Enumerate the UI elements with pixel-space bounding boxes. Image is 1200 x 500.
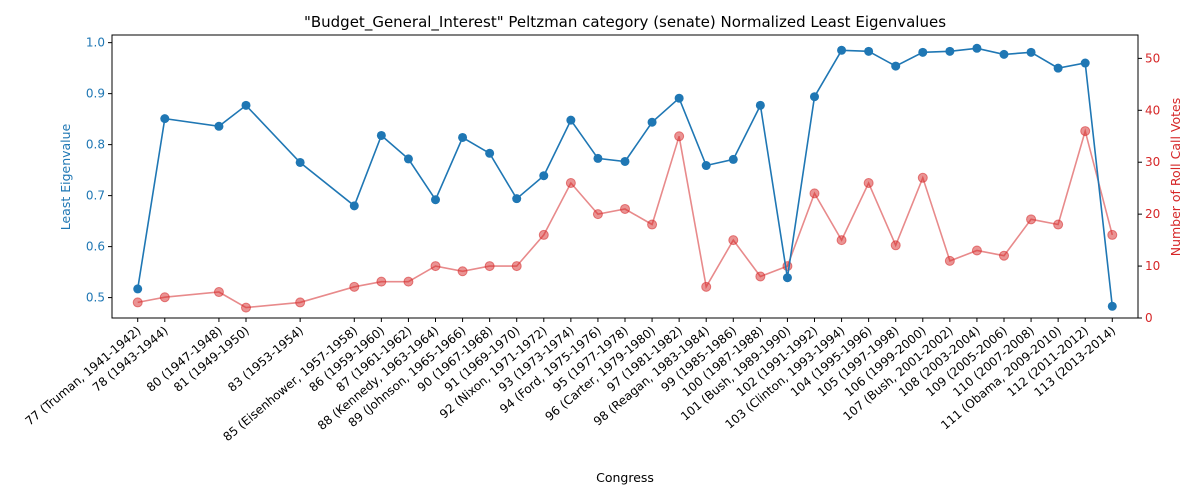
roll-call-votes-point xyxy=(565,177,576,188)
least-eigenvalue-point xyxy=(566,115,576,125)
roll-call-votes-point xyxy=(538,229,549,240)
left-y-tick-label: 0.6 xyxy=(86,240,105,254)
roll-call-votes-point xyxy=(403,276,414,287)
least-eigenvalue-point xyxy=(674,93,684,103)
right-y-tick-label: 20 xyxy=(1145,207,1160,221)
roll-call-votes-point xyxy=(159,292,170,303)
least-eigenvalue-point xyxy=(539,171,549,181)
least-eigenvalue-point xyxy=(403,154,413,164)
roll-call-votes-point xyxy=(132,297,143,308)
least-eigenvalue-point xyxy=(728,154,738,164)
roll-call-votes-point xyxy=(295,297,306,308)
roll-call-votes-point xyxy=(674,131,685,142)
x-tick-label: 77 (Truman, 1941-1942) xyxy=(23,324,144,429)
roll-call-votes-line xyxy=(137,128,1114,309)
plot-frame xyxy=(111,34,1139,319)
plot-area: 0.5 0.6 0.7 0.8 0.9 1.0 0 10 20 30 40 50 77 (Truman,… xyxy=(23,34,1160,444)
roll-call-votes-point xyxy=(511,261,522,272)
least-eigenvalue-point xyxy=(1080,58,1090,68)
least-eigenvalue-point xyxy=(214,121,224,131)
roll-call-votes-point xyxy=(917,172,928,183)
least-eigenvalue-point xyxy=(782,273,792,283)
right-y-tick-label: 50 xyxy=(1145,51,1160,65)
least-eigenvalue-point xyxy=(593,153,603,163)
roll-call-votes-point xyxy=(457,266,468,277)
right-y-tick-label: 30 xyxy=(1145,155,1160,169)
left-y-tick-label: 0.8 xyxy=(86,138,105,152)
roll-call-votes-point xyxy=(430,261,441,272)
roll-call-votes-point xyxy=(484,261,495,272)
roll-call-votes-point xyxy=(647,219,658,230)
least-eigenvalue-point xyxy=(376,130,386,140)
least-eigenvalue-point xyxy=(999,49,1009,59)
roll-call-votes-point xyxy=(1026,214,1037,225)
least-eigenvalue-point xyxy=(295,157,305,167)
chart-title: "Budget_General_Interest" Peltzman categ… xyxy=(304,13,946,32)
left-y-tick-label: 0.7 xyxy=(86,189,105,203)
least-eigenvalue-point xyxy=(620,156,630,166)
least-eigenvalue-point xyxy=(809,92,819,102)
roll-call-votes-point xyxy=(376,276,387,287)
least-eigenvalue-point xyxy=(133,284,143,294)
least-eigenvalue-point xyxy=(918,47,928,57)
roll-call-votes-point xyxy=(998,250,1009,261)
least-eigenvalue-point xyxy=(241,100,251,110)
roll-call-votes-point xyxy=(1053,219,1064,230)
least-eigenvalue-point xyxy=(349,201,359,211)
least-eigenvalue-point xyxy=(864,46,874,56)
left-y-tick-label: 1.0 xyxy=(86,36,105,50)
roll-call-votes-point xyxy=(971,245,982,256)
left-axis-label: Least Eigenvalue xyxy=(58,123,73,230)
roll-call-votes-point xyxy=(863,177,874,188)
least-eigenvalue-point xyxy=(945,46,955,56)
least-eigenvalue-point xyxy=(972,43,982,53)
least-eigenvalue-point xyxy=(837,45,847,55)
roll-call-votes-point xyxy=(241,302,252,313)
roll-call-votes-point xyxy=(349,281,360,292)
right-y-tick-label: 40 xyxy=(1145,103,1160,117)
roll-call-votes-point xyxy=(1080,126,1091,137)
roll-call-votes-point xyxy=(836,235,847,246)
least-eigenvalue-line xyxy=(136,47,1114,307)
roll-call-votes-point xyxy=(944,255,955,266)
least-eigenvalue-point xyxy=(647,117,657,127)
roll-call-votes-point xyxy=(728,235,739,246)
right-axis-label: Number of Roll Call Votes xyxy=(1168,98,1183,257)
right-y-tick-label: 10 xyxy=(1145,259,1160,273)
least-eigenvalue-point xyxy=(1053,63,1063,73)
right-y-tick-label: 0 xyxy=(1145,311,1153,325)
roll-call-votes-point xyxy=(213,287,224,298)
least-eigenvalue-point xyxy=(1107,301,1117,311)
roll-call-votes-point xyxy=(890,240,901,251)
roll-call-votes-point xyxy=(620,203,630,214)
roll-call-votes-point xyxy=(809,188,820,199)
least-eigenvalue-point xyxy=(431,195,441,205)
least-eigenvalue-point xyxy=(512,194,522,204)
least-eigenvalue-point xyxy=(755,100,765,110)
left-y-tick-label: 0.9 xyxy=(86,87,105,101)
x-axis-label: Congress xyxy=(596,470,654,485)
left-y-tick-label: 0.5 xyxy=(86,291,105,305)
least-eigenvalue-point xyxy=(1026,47,1036,57)
roll-call-votes-point xyxy=(592,209,603,220)
least-eigenvalue-point xyxy=(891,61,901,71)
least-eigenvalue-point xyxy=(458,132,468,142)
roll-call-votes-point xyxy=(1107,229,1118,240)
roll-call-votes-point xyxy=(755,271,766,282)
least-eigenvalue-point xyxy=(160,114,170,124)
least-eigenvalue-point xyxy=(485,148,495,158)
least-eigenvalue-point xyxy=(701,161,711,171)
roll-call-votes-point xyxy=(701,281,712,292)
